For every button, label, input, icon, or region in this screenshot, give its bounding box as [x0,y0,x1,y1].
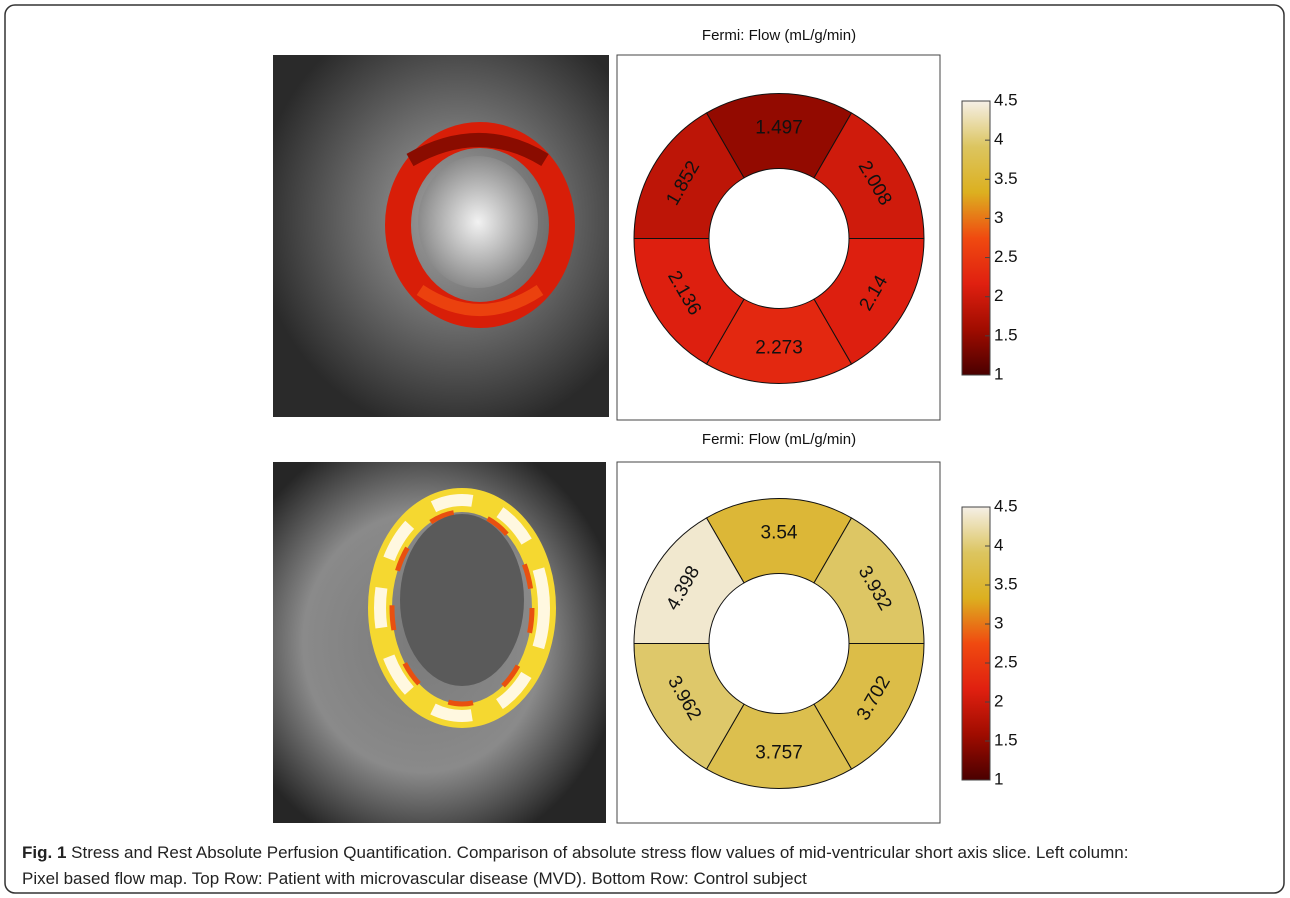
colorbar-tick-label: 4.5 [994,90,1018,109]
caption-line-1: Fig. 1 Stress and Rest Absolute Perfusio… [22,843,1128,863]
colorbar-tick-label: 3 [994,613,1003,632]
segment [705,703,853,790]
frame [4,4,1285,894]
caption-line-2: Pixel based flow map. Top Row: Patient w… [22,869,807,888]
colorbar-tick-label: 3.5 [994,574,1018,593]
segment [813,238,925,365]
colorbar-tick-label: 1.5 [994,325,1018,344]
segment [633,112,745,239]
segment [633,643,745,770]
colorbar-tick-label: 3 [994,208,1003,227]
colorbar-tick-label: 1 [994,769,1003,788]
value-label: 3.54 [761,523,798,544]
caption-text: Stress and Rest Absolute Perfusion Quant… [71,843,1129,862]
colorbar-tick-label: 3.5 [994,169,1018,188]
segment [705,92,853,179]
colorbar [961,506,991,781]
colorbar-tick-label: 4 [994,535,1003,554]
segment [633,517,745,644]
colorbar [961,100,991,376]
segment [705,497,853,584]
segment [813,112,925,239]
segment [705,298,853,385]
chart-title: Fermi: Flow (mL/g/min) [702,431,856,448]
colorbar-tick-label: 2 [994,691,1003,710]
segment [813,643,925,770]
mri-image-top [273,55,609,417]
caption-label: Fig. 1 [22,843,67,862]
colorbar-tick-label: 2.5 [994,247,1018,266]
colorbar-tick-label: 4.5 [994,496,1018,515]
mri-image-bottom [273,462,606,823]
colorbar-tick-label: 4 [994,130,1003,149]
value-label: 1.497 [755,118,803,139]
segment [813,517,925,644]
colorbar-tick-label: 2.5 [994,652,1018,671]
colorbar-tick-label: 1 [994,364,1003,383]
colorbar-tick-label: 2 [994,286,1003,305]
segment [633,238,745,365]
chart-title: Fermi: Flow (mL/g/min) [702,27,856,44]
colorbar-tick-label: 1.5 [994,730,1018,749]
value-label: 3.757 [755,743,803,764]
value-label: 2.273 [755,338,803,359]
